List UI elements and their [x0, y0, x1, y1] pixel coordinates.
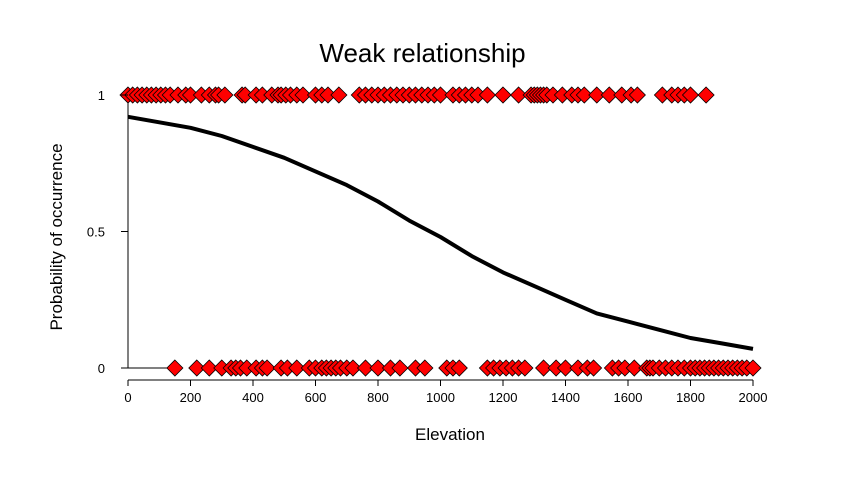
presence-point — [431, 86, 450, 104]
presence-point — [510, 86, 528, 104]
absence-point — [200, 359, 218, 377]
fitted-curve — [127, 114, 754, 351]
x-tick-label: 1800 — [676, 390, 705, 405]
fitted-curve-layer — [127, 114, 754, 351]
x-tick-label: 800 — [367, 390, 389, 405]
x-tick-label: 1200 — [489, 390, 518, 405]
presence-point — [330, 86, 348, 104]
x-tick-label: 1400 — [551, 390, 580, 405]
presence-point — [216, 86, 234, 104]
x-axis-label: Elevation — [415, 425, 485, 444]
absence-point — [391, 359, 409, 377]
x-tick-label: 0 — [124, 390, 131, 405]
chart-title: Weak relationship — [319, 38, 526, 68]
absence-point — [416, 359, 434, 377]
x-tick-label: 2000 — [739, 390, 768, 405]
absence-point — [188, 359, 206, 377]
presence-point — [575, 86, 593, 104]
presence-point — [697, 86, 715, 104]
y-tick-label: 0 — [98, 361, 105, 376]
absence-point — [356, 359, 375, 377]
presence-point — [628, 86, 646, 104]
presence-point — [494, 86, 512, 104]
ticks-layer: 0 200 400 600 800 1000 1200 1400 1600 1800 2000 0 0.… — [87, 88, 768, 405]
absence-point — [516, 359, 534, 377]
absence-point — [744, 359, 762, 377]
presence-point — [478, 86, 496, 104]
absence-point — [166, 359, 184, 377]
y-tick-label: 1 — [98, 88, 105, 103]
absence-point — [258, 359, 276, 377]
absence-point — [344, 359, 362, 377]
x-tick-label: 1600 — [614, 390, 643, 405]
absence-point — [556, 359, 575, 377]
presence-point — [681, 86, 700, 104]
absence-point — [369, 359, 387, 377]
y-axis-label: Probability of occurrence — [47, 143, 66, 331]
x-tick-label: 1000 — [426, 390, 455, 405]
x-tick-label: 200 — [180, 390, 202, 405]
presence-point — [588, 86, 606, 104]
presence-point — [600, 86, 618, 104]
x-tick-label: 400 — [242, 390, 264, 405]
presence-point — [294, 86, 312, 104]
absence-point — [535, 359, 553, 377]
absence-point — [585, 359, 603, 377]
absence-point — [288, 359, 306, 377]
absence-point — [450, 359, 468, 377]
y-tick-label: 0.5 — [87, 225, 105, 240]
absence-point — [625, 359, 643, 377]
points-layer — [119, 86, 762, 377]
x-tick-label: 600 — [305, 390, 327, 405]
